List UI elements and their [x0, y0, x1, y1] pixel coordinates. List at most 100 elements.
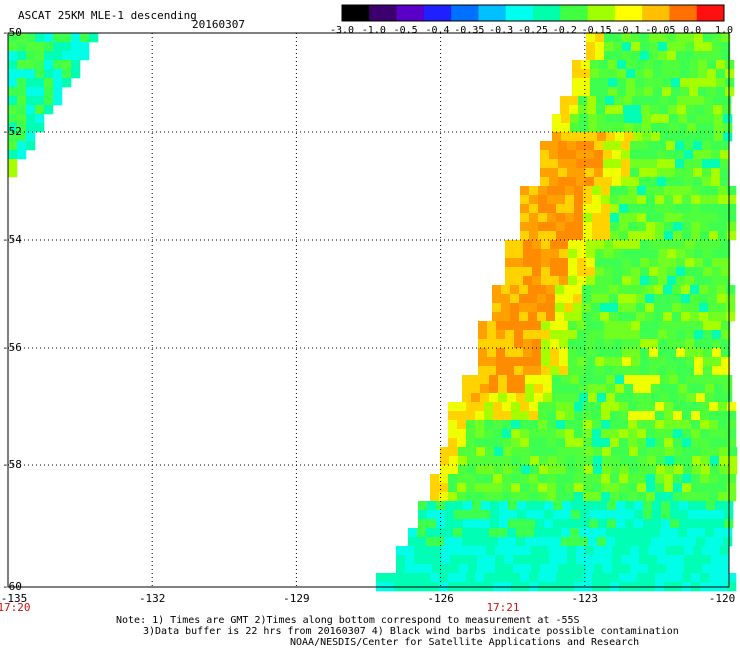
wind-cell [523, 258, 533, 268]
colorbar-swatch [560, 5, 589, 21]
wind-cell [507, 384, 517, 394]
wind-cell [592, 438, 602, 448]
wind-cell [520, 231, 530, 241]
wind-cell [603, 177, 613, 187]
wind-cell [17, 132, 27, 142]
wind-cell [628, 213, 638, 223]
wind-cell [631, 366, 641, 376]
wind-cell [610, 204, 620, 214]
wind-cell [664, 195, 674, 205]
wind-cell [581, 78, 591, 88]
wind-cell [663, 294, 673, 304]
wind-cell [630, 150, 640, 160]
wind-cell [673, 204, 683, 214]
wind-cell [520, 438, 530, 448]
wind-cell [653, 87, 663, 97]
wind-cell [53, 33, 63, 43]
wind-cell [549, 141, 559, 151]
wind-cell [618, 312, 628, 322]
wind-cell [588, 384, 598, 394]
wind-cell [640, 267, 650, 277]
wind-cell [486, 564, 496, 574]
wind-cell [583, 402, 593, 412]
wind-cell [501, 312, 511, 322]
latitude-label: -60 [2, 580, 22, 593]
wind-cell [619, 411, 629, 421]
wind-cell [714, 528, 724, 538]
wind-cell [475, 483, 485, 493]
wind-cell [622, 267, 632, 277]
wind-cell [475, 420, 485, 430]
wind-cell [612, 159, 622, 169]
wind-cell [613, 240, 623, 250]
wind-cell [529, 573, 539, 583]
wind-cell [685, 276, 695, 286]
wind-cell [493, 492, 503, 502]
wind-cell [561, 123, 571, 133]
wind-cell [649, 330, 659, 340]
colorbar-swatch [369, 5, 398, 21]
wind-cell [638, 465, 648, 475]
longitude-label: -132 [138, 592, 166, 605]
wind-cell [523, 249, 533, 259]
wind-cell [666, 150, 676, 160]
wind-cell [556, 195, 566, 205]
wind-cell [436, 519, 446, 529]
wind-cell [721, 321, 731, 331]
wind-cell [711, 555, 721, 565]
wind-cell [721, 339, 731, 349]
wind-cell [544, 510, 554, 520]
wind-cell [708, 303, 718, 313]
wind-cell [651, 132, 661, 142]
colorbar-label: -0.2 [552, 25, 577, 36]
wind-cell [8, 105, 18, 115]
wind-cell [651, 375, 661, 385]
wind-cell [484, 483, 494, 493]
wind-cell [577, 366, 587, 376]
wind-cell [511, 420, 521, 430]
wind-cell [565, 204, 575, 214]
wind-cell [562, 510, 572, 520]
wind-cell [588, 393, 598, 403]
longitude-label: -120 [708, 592, 736, 605]
wind-cell [559, 258, 569, 268]
wind-cell [709, 474, 719, 484]
wind-cell [651, 528, 661, 538]
wind-cell [643, 510, 653, 520]
wind-cell [664, 474, 674, 484]
wind-cell [408, 537, 418, 547]
wind-cell [612, 141, 622, 151]
wind-cell [705, 537, 715, 547]
wind-cell [511, 438, 521, 448]
wind-cell [631, 249, 641, 259]
wind-cell [631, 339, 641, 349]
wind-cell [555, 312, 565, 322]
wind-cell [688, 510, 698, 520]
wind-cell [721, 276, 731, 286]
wind-cell [584, 447, 594, 457]
wind-cell [539, 456, 549, 466]
wind-cell [476, 456, 486, 466]
wind-cell [628, 474, 638, 484]
wind-cell [538, 231, 548, 241]
wind-cell [615, 114, 625, 124]
wind-cell [621, 150, 631, 160]
wind-cell [649, 348, 659, 358]
wind-cell [540, 564, 550, 574]
wind-cell [606, 528, 616, 538]
colorbar-label: -0.35 [454, 25, 485, 36]
wind-cell [601, 474, 611, 484]
wind-cell [637, 222, 647, 232]
wind-cell [690, 312, 700, 322]
wind-cell [556, 483, 566, 493]
wind-cell [26, 105, 36, 115]
wind-cell [679, 501, 689, 511]
wind-cell [577, 348, 587, 358]
wind-cell [574, 429, 584, 439]
wind-cell [543, 393, 553, 403]
wind-cell [26, 123, 36, 133]
wind-cell [711, 546, 721, 556]
wind-cell [547, 429, 557, 439]
wind-cell [574, 438, 584, 448]
wind-cell [654, 294, 664, 304]
